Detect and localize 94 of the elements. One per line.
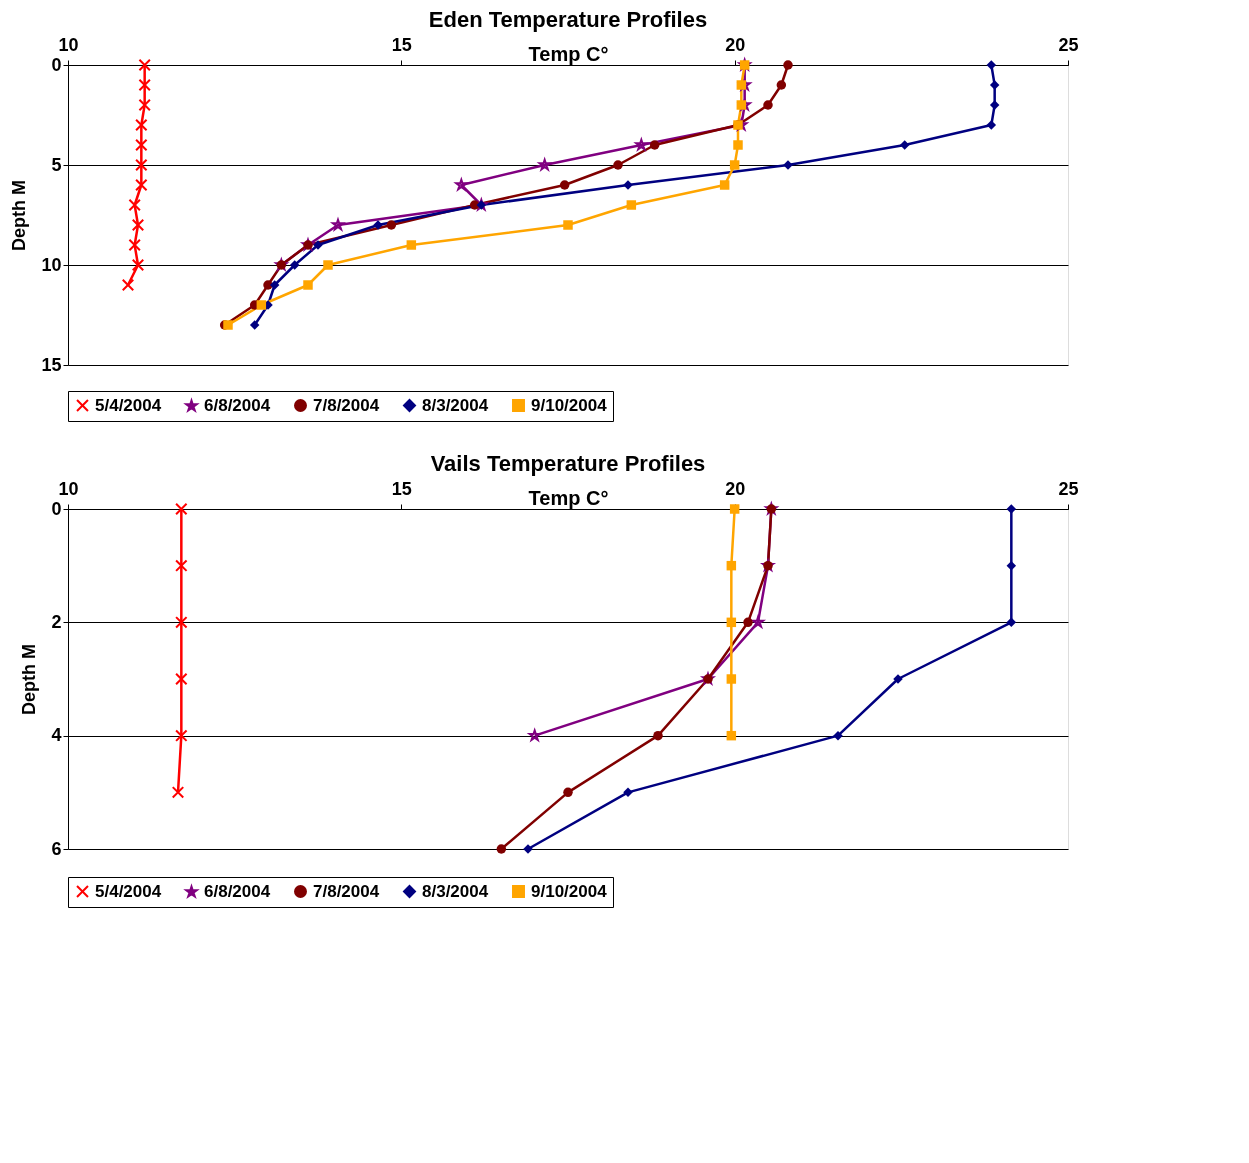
point bbox=[623, 787, 633, 798]
point bbox=[726, 560, 737, 571]
point bbox=[733, 116, 750, 132]
point bbox=[131, 258, 145, 272]
point bbox=[726, 674, 737, 684]
point bbox=[729, 160, 740, 170]
point bbox=[138, 58, 151, 72]
x-tick-label: 25 bbox=[1058, 34, 1079, 55]
point bbox=[783, 60, 793, 70]
legend-label: 6/8/2004 bbox=[204, 882, 271, 902]
point bbox=[303, 280, 313, 290]
point bbox=[323, 260, 333, 270]
point bbox=[989, 100, 1000, 110]
point bbox=[613, 160, 623, 170]
point bbox=[833, 730, 843, 741]
legend-label: 7/8/2004 bbox=[313, 395, 380, 415]
legend-label: 5/4/2004 bbox=[95, 395, 162, 415]
x-tick-label: 15 bbox=[391, 34, 412, 55]
y-tick-label: 5 bbox=[51, 154, 62, 175]
x-axis-title: Temp C° bbox=[528, 486, 609, 509]
point bbox=[559, 180, 570, 190]
point bbox=[986, 60, 997, 70]
point bbox=[300, 236, 316, 252]
legend-label: 6/8/2004 bbox=[204, 396, 271, 416]
legend-label: 8/3/2004 bbox=[422, 395, 489, 415]
legend-label: 9/10/2004 bbox=[531, 881, 608, 901]
point bbox=[289, 260, 300, 270]
point bbox=[128, 238, 141, 252]
point bbox=[743, 617, 753, 628]
legend-label: 8/3/2004 bbox=[422, 881, 489, 901]
point bbox=[121, 278, 135, 292]
point bbox=[175, 672, 188, 686]
point bbox=[175, 729, 188, 742]
point bbox=[729, 504, 740, 514]
x-tick-label: 20 bbox=[725, 34, 746, 55]
point bbox=[563, 787, 573, 798]
point bbox=[175, 559, 188, 572]
y-tick-label: 6 bbox=[51, 838, 62, 859]
chart-title: Eden Temperature Profiles bbox=[428, 7, 708, 32]
point bbox=[269, 280, 280, 290]
point bbox=[726, 730, 737, 741]
point bbox=[386, 220, 397, 230]
point bbox=[536, 156, 552, 172]
point bbox=[776, 80, 787, 90]
point bbox=[899, 140, 910, 150]
point bbox=[223, 320, 233, 330]
point bbox=[135, 178, 148, 192]
point bbox=[175, 502, 188, 516]
point bbox=[649, 140, 660, 150]
point bbox=[986, 120, 997, 130]
point bbox=[249, 320, 260, 330]
point bbox=[135, 118, 148, 132]
x-axis-title: Temp C° bbox=[528, 42, 609, 65]
point bbox=[719, 180, 730, 190]
point bbox=[135, 158, 148, 172]
point bbox=[633, 136, 649, 152]
point bbox=[526, 727, 541, 743]
point bbox=[653, 730, 663, 741]
point bbox=[563, 220, 573, 230]
point bbox=[989, 80, 1000, 90]
point bbox=[1006, 617, 1017, 628]
point bbox=[175, 616, 188, 629]
y-axis-title: Depth M bbox=[19, 644, 40, 715]
point bbox=[496, 844, 507, 854]
x-tick-label: 25 bbox=[1058, 478, 1079, 499]
point bbox=[131, 218, 145, 232]
point bbox=[626, 200, 637, 210]
y-tick-label: 15 bbox=[41, 354, 62, 375]
y-tick-label: 10 bbox=[41, 254, 62, 275]
point bbox=[726, 617, 737, 628]
point bbox=[453, 176, 468, 192]
point bbox=[135, 138, 148, 152]
y-axis-title: Depth M bbox=[9, 180, 30, 251]
point bbox=[763, 100, 773, 110]
legend-label: 7/8/2004 bbox=[313, 881, 380, 901]
y-tick-label: 2 bbox=[51, 611, 62, 632]
x-tick-label: 15 bbox=[391, 478, 412, 499]
point bbox=[171, 786, 185, 799]
y-tick-label: 0 bbox=[51, 498, 62, 519]
x-tick-label: 20 bbox=[725, 478, 746, 499]
point bbox=[256, 300, 267, 310]
point bbox=[128, 198, 141, 212]
y-tick-label: 4 bbox=[51, 725, 62, 746]
chart-title: Vails Temperature Profiles bbox=[430, 451, 706, 476]
point bbox=[330, 216, 346, 232]
legend-label: 5/4/2004 bbox=[95, 881, 162, 901]
point bbox=[733, 140, 743, 150]
y-tick-label: 0 bbox=[51, 54, 62, 75]
point bbox=[1006, 504, 1017, 514]
point bbox=[700, 670, 716, 686]
point bbox=[138, 78, 151, 92]
point bbox=[406, 240, 417, 250]
legend-label: 9/10/2004 bbox=[531, 395, 608, 415]
point bbox=[138, 98, 151, 112]
